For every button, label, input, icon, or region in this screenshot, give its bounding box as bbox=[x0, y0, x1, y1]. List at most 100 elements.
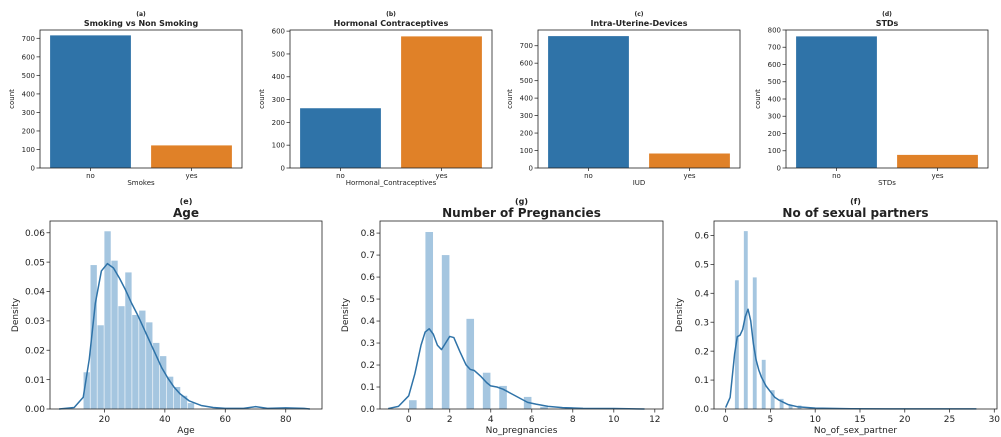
y-tick-label: 600 bbox=[520, 60, 533, 68]
x-tick-label: 2 bbox=[447, 415, 453, 425]
hist-bar bbox=[466, 318, 475, 409]
y-tick-label: 0.3 bbox=[361, 339, 375, 349]
y-tick-label: 0.0 bbox=[695, 405, 710, 415]
x-axis-label: No_pregnancies bbox=[486, 426, 558, 436]
y-tick-label: 300 bbox=[272, 96, 285, 104]
y-tick-label: 0.03 bbox=[25, 317, 45, 327]
x-tick-label: 8 bbox=[570, 415, 576, 425]
chart-panel-5: 20 40 60 800.000.010.020.030.040.050.06(e)A… bbox=[11, 197, 323, 436]
hist-bar bbox=[125, 272, 132, 409]
plot-frame bbox=[39, 29, 243, 169]
x-tick-label: 20 bbox=[899, 415, 911, 425]
y-tick-label: 0.1 bbox=[361, 383, 375, 393]
hist-bar bbox=[187, 403, 195, 409]
y-tick-label: 400 bbox=[22, 90, 35, 98]
x-tick-label: 5 bbox=[768, 415, 774, 425]
panel-letter: (e) bbox=[180, 197, 193, 206]
x-tick-label: 20 bbox=[99, 415, 111, 425]
y-tick-label: 600 bbox=[272, 28, 285, 36]
hist-bar bbox=[770, 390, 775, 409]
chart-panel-3: no yes 0 100 200 300 400 500 600 700 (c)Intra-Uter… bbox=[506, 11, 741, 187]
y-axis-label: count bbox=[754, 89, 762, 109]
hist-bar bbox=[166, 376, 174, 409]
hist-bar bbox=[132, 315, 139, 409]
y-tick-label: 400 bbox=[768, 95, 781, 103]
x-tick-label: 12 bbox=[649, 415, 660, 425]
x-tick-label: no bbox=[86, 172, 95, 180]
y-tick-label: 0.00 bbox=[25, 405, 45, 415]
hist-bar bbox=[160, 356, 167, 409]
x-tick-label: 0 bbox=[723, 415, 729, 425]
chart-panel-2: no yes 0 100 200 300 400 500 600 (b)Hormonal Cont… bbox=[258, 11, 493, 187]
hist-bar bbox=[425, 231, 434, 409]
x-axis-label: No_of_sex_partner bbox=[814, 426, 898, 436]
y-tick-label: 500 bbox=[520, 77, 533, 85]
x-tick-label: 40 bbox=[159, 415, 171, 425]
y-tick-label: 100 bbox=[272, 142, 285, 150]
y-tick-label: 100 bbox=[520, 147, 533, 155]
y-tick-label: 100 bbox=[768, 147, 781, 155]
x-tick-label: 4 bbox=[488, 415, 494, 425]
y-tick-label: 200 bbox=[22, 127, 35, 135]
y-axis-label: count bbox=[8, 89, 16, 109]
y-tick-label: 0.1 bbox=[695, 376, 709, 386]
hist-bar bbox=[97, 325, 104, 409]
x-tick-label: no bbox=[584, 172, 593, 180]
panel-letter: (f) bbox=[850, 197, 861, 206]
bar-yes bbox=[401, 36, 482, 168]
y-axis-label: Density bbox=[341, 297, 351, 332]
panel-letter: (b) bbox=[386, 11, 396, 18]
x-tick-label: 80 bbox=[280, 415, 292, 425]
y-tick-label: 0.05 bbox=[25, 258, 45, 268]
kde-line bbox=[58, 262, 310, 410]
hist-bar bbox=[118, 306, 125, 409]
hist-bar bbox=[482, 372, 491, 409]
y-axis-label: count bbox=[258, 89, 266, 109]
hist-bar bbox=[441, 255, 450, 409]
y-tick-label: 200 bbox=[520, 130, 533, 138]
hist-bar bbox=[180, 395, 188, 409]
y-tick-label: 0.6 bbox=[695, 232, 710, 242]
bar-no bbox=[300, 108, 381, 168]
hist-bar bbox=[779, 398, 784, 409]
y-tick-label: 300 bbox=[22, 109, 35, 117]
y-tick-label: 0.0 bbox=[361, 405, 376, 415]
chart-title: Intra-Uterine-Devices bbox=[591, 19, 688, 28]
y-tick-label: 700 bbox=[520, 42, 533, 50]
y-tick-label: 0.4 bbox=[695, 289, 710, 299]
x-axis-label: STDs bbox=[878, 179, 896, 187]
y-tick-label: 0 bbox=[777, 164, 781, 172]
plot-frame bbox=[49, 220, 323, 410]
chart-panel-1: no yes 0 100 200 300 400 500 600 700 (a)Smoking vs… bbox=[8, 11, 243, 187]
bar-no bbox=[548, 36, 629, 168]
hist-bar bbox=[540, 406, 548, 409]
x-tick-label: no bbox=[832, 172, 841, 180]
hist-bar bbox=[104, 231, 111, 409]
plot-frame bbox=[289, 29, 493, 169]
hist-bar bbox=[499, 385, 507, 409]
hist-bar bbox=[90, 265, 97, 409]
x-tick-label: 10 bbox=[809, 415, 821, 425]
y-tick-label: 0.3 bbox=[695, 318, 709, 328]
y-tick-label: 700 bbox=[768, 44, 781, 52]
y-tick-label: 0.6 bbox=[361, 273, 376, 283]
plot-frame bbox=[785, 29, 989, 169]
hist-bar bbox=[752, 277, 757, 409]
y-tick-label: 500 bbox=[22, 72, 35, 80]
hist-bar bbox=[111, 260, 118, 409]
x-tick-label: 60 bbox=[220, 415, 232, 425]
y-tick-label: 500 bbox=[272, 50, 285, 58]
y-tick-label: 0.5 bbox=[695, 261, 709, 271]
y-tick-label: 300 bbox=[520, 112, 533, 120]
panel-letter: (a) bbox=[136, 11, 146, 18]
x-tick-label: yes bbox=[435, 172, 447, 180]
x-tick-label: 25 bbox=[944, 415, 955, 425]
y-axis-label: Density bbox=[11, 297, 21, 332]
y-axis-label: count bbox=[506, 89, 514, 109]
x-tick-label: 15 bbox=[854, 415, 865, 425]
kde-line bbox=[724, 308, 977, 410]
x-tick-label: 0 bbox=[406, 415, 412, 425]
x-axis-label: Hormonal_Contraceptives bbox=[346, 179, 437, 187]
y-tick-label: 0.01 bbox=[25, 376, 45, 386]
